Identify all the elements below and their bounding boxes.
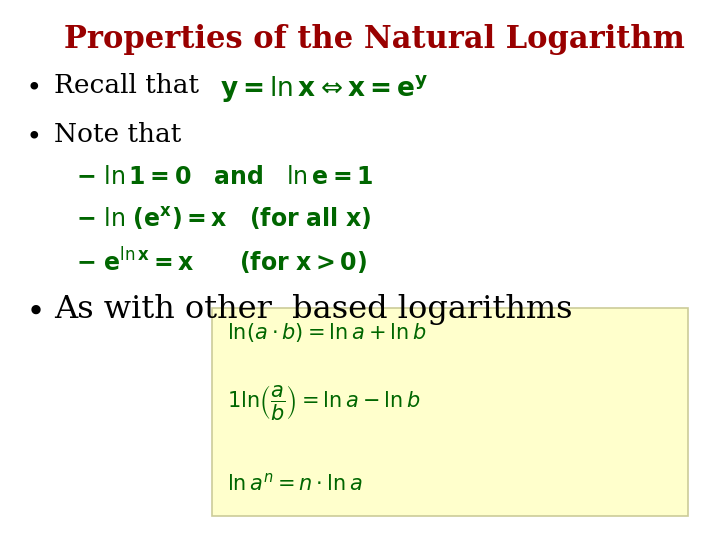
FancyBboxPatch shape <box>212 308 688 516</box>
Text: Properties of the Natural Logarithm: Properties of the Natural Logarithm <box>64 24 685 55</box>
Text: $\bullet$: $\bullet$ <box>25 122 40 147</box>
Text: $\bullet$: $\bullet$ <box>25 73 40 99</box>
Text: $\ln(a \cdot b) = \ln a + \ln b$: $\ln(a \cdot b) = \ln a + \ln b$ <box>227 321 426 345</box>
Text: $1\ln\!\left(\dfrac{a}{b}\right) = \ln a - \ln b$: $1\ln\!\left(\dfrac{a}{b}\right) = \ln a… <box>227 383 420 422</box>
Text: $\ln a^n = n \cdot \ln a$: $\ln a^n = n \cdot \ln a$ <box>227 472 362 495</box>
Text: $\mathbf{y = \ln x} \Leftrightarrow \mathbf{x = e^y}$: $\mathbf{y = \ln x} \Leftrightarrow \mat… <box>220 73 428 104</box>
Text: $\mathbf{-\ \ln\,(e^x) = x \ \ \ (for\ all\ x)}$: $\mathbf{-\ \ln\,(e^x) = x \ \ \ (for\ a… <box>76 205 372 232</box>
Text: $\bullet$: $\bullet$ <box>25 294 42 325</box>
Text: $\mathbf{-\ \ln 1 = 0 \ \ \ and \ \ \ \ln e = 1}$: $\mathbf{-\ \ln 1 = 0 \ \ \ and \ \ \ \l… <box>76 165 373 188</box>
Text: As with other  based logarithms: As with other based logarithms <box>54 294 572 325</box>
Text: Recall that: Recall that <box>54 73 216 98</box>
Text: $\mathbf{-\ e^{\ln x} = x \ \ \ \ \ \ (for\ x > 0)}$: $\mathbf{-\ e^{\ln x} = x \ \ \ \ \ \ (f… <box>76 246 366 277</box>
Text: Note that: Note that <box>54 122 181 146</box>
